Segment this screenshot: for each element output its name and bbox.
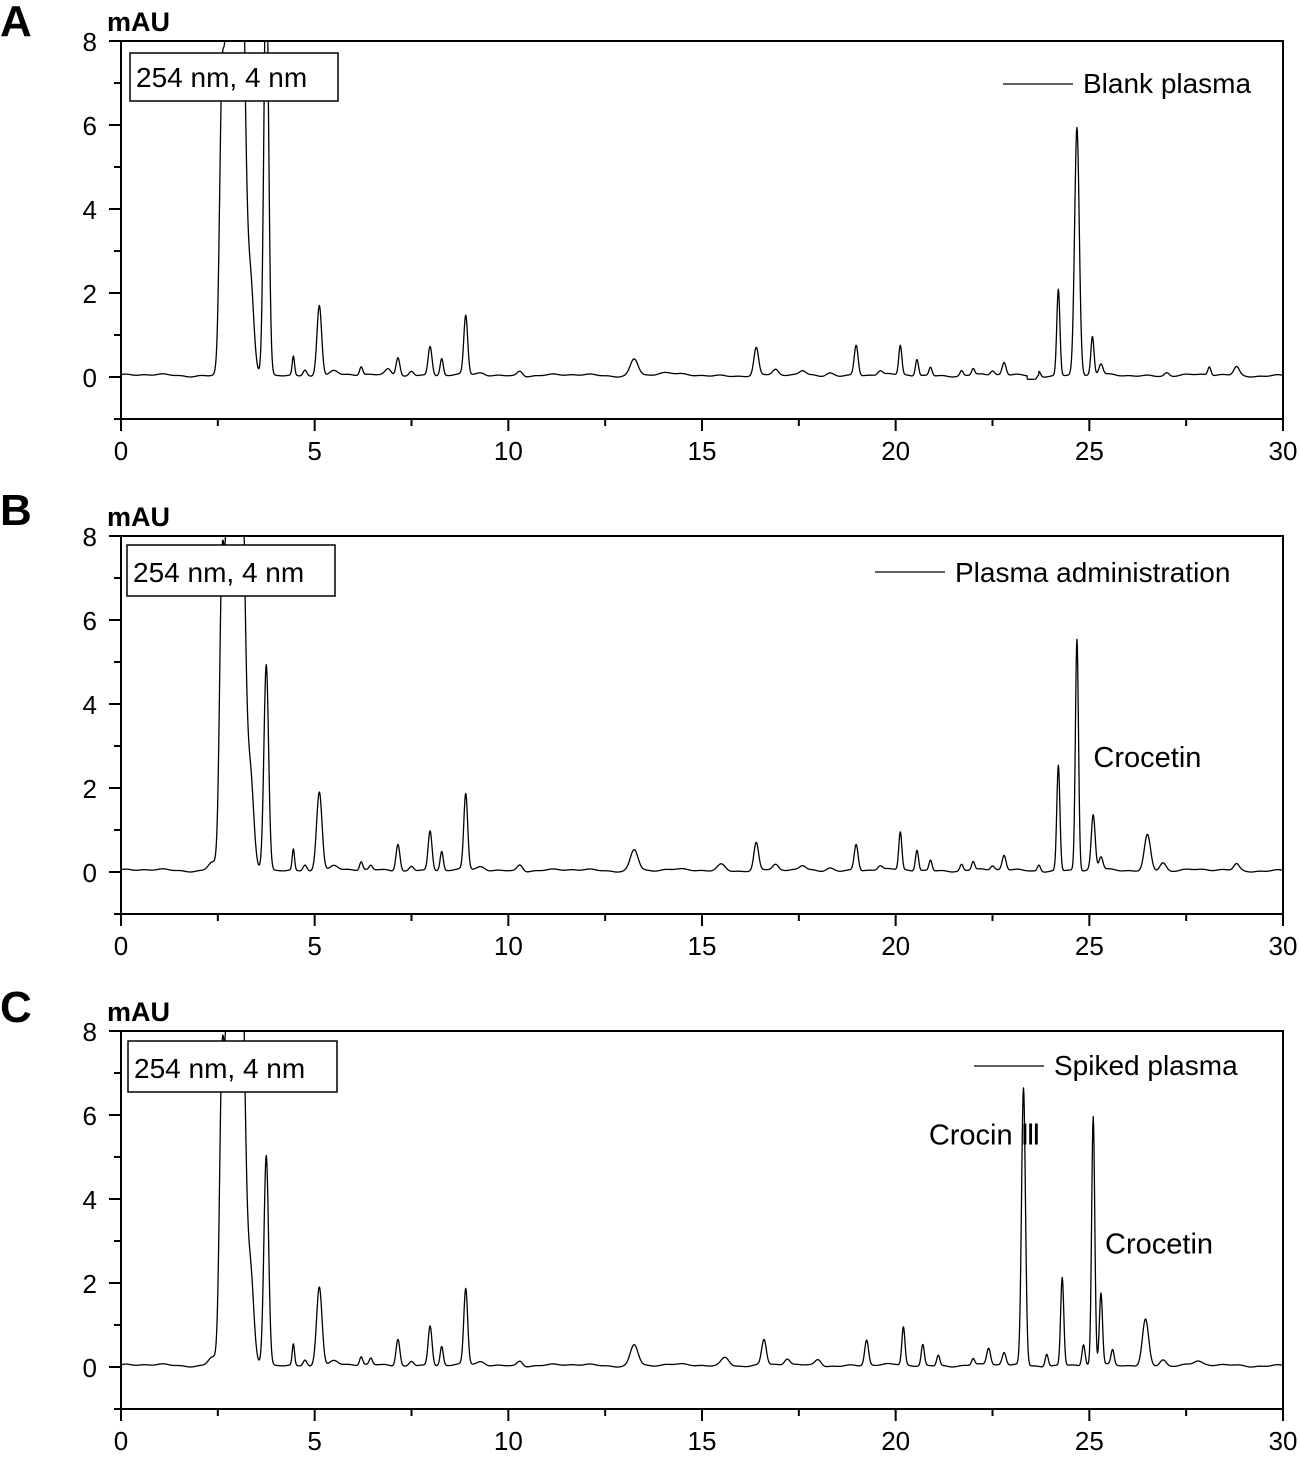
x-tick-label: 15	[688, 436, 717, 466]
x-tick-label: 25	[1075, 436, 1104, 466]
y-tick-label: 6	[83, 606, 97, 636]
y-tick-label: 4	[83, 690, 97, 720]
condition-box	[129, 52, 339, 102]
condition-box-text: 254 nm, 4 nm	[136, 62, 307, 93]
x-tick-label: 20	[881, 931, 910, 961]
y-tick-label: 4	[83, 195, 97, 225]
x-tick-label: 30	[1269, 931, 1298, 961]
legend-label: Plasma administration	[955, 557, 1230, 588]
peak-annotation: Crocin Ⅲ	[929, 1119, 1041, 1151]
y-tick-label: 0	[83, 1353, 97, 1383]
y-tick-label: 8	[83, 522, 97, 552]
y-tick-label: 8	[83, 27, 97, 57]
x-tick-label: 0	[114, 931, 128, 961]
y-tick-label: 0	[83, 858, 97, 888]
chromatogram-trace	[121, 1031, 1283, 1368]
x-tick-label: 5	[307, 1426, 321, 1456]
panel-letter-b: B	[0, 486, 32, 535]
x-tick-label: 10	[494, 436, 523, 466]
peak-annotation: Crocetin	[1093, 742, 1201, 774]
x-tick-label: 10	[494, 1426, 523, 1456]
x-tick-label: 30	[1269, 1426, 1298, 1456]
x-tick-label: 5	[307, 931, 321, 961]
x-tick-label: 15	[688, 931, 717, 961]
condition-box	[127, 1040, 338, 1093]
x-tick-label: 0	[114, 1426, 128, 1456]
condition-box-text: 254 nm, 4 nm	[134, 1053, 305, 1084]
y-tick-label: 4	[83, 1185, 97, 1215]
legend-label: Spiked plasma	[1054, 1050, 1238, 1081]
y-tick-label: 2	[83, 774, 97, 804]
y-axis-unit-label: mAU	[107, 997, 170, 1027]
panel-letter-a: A	[0, 0, 32, 46]
x-tick-label: 15	[688, 1426, 717, 1456]
y-tick-label: 0	[83, 363, 97, 393]
y-axis-unit-label: mAU	[107, 7, 170, 37]
x-tick-label: 0	[114, 436, 128, 466]
chromatogram-trace	[121, 41, 1283, 380]
y-tick-label: 6	[83, 111, 97, 141]
y-axis-unit-label: mAU	[107, 502, 170, 532]
y-tick-label: 2	[83, 279, 97, 309]
x-tick-label: 5	[307, 436, 321, 466]
legend-label: Blank plasma	[1083, 68, 1252, 99]
y-tick-label: 8	[83, 1017, 97, 1047]
x-tick-label: 25	[1075, 931, 1104, 961]
x-tick-label: 20	[881, 1426, 910, 1456]
x-tick-label: 25	[1075, 1426, 1104, 1456]
condition-box	[126, 544, 336, 597]
panel-letter-c: C	[0, 983, 32, 1032]
x-tick-label: 30	[1269, 436, 1298, 466]
peak-annotation: Crocetin	[1105, 1229, 1213, 1261]
y-tick-label: 2	[83, 1269, 97, 1299]
y-tick-label: 6	[83, 1101, 97, 1131]
condition-box-text: 254 nm, 4 nm	[133, 557, 304, 588]
x-tick-label: 20	[881, 436, 910, 466]
chromatogram-trace	[121, 536, 1283, 873]
x-tick-label: 10	[494, 931, 523, 961]
